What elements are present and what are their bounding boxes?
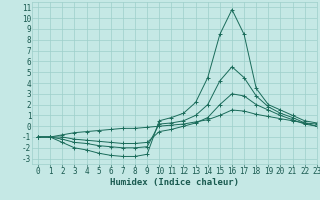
X-axis label: Humidex (Indice chaleur): Humidex (Indice chaleur) (110, 178, 239, 187)
